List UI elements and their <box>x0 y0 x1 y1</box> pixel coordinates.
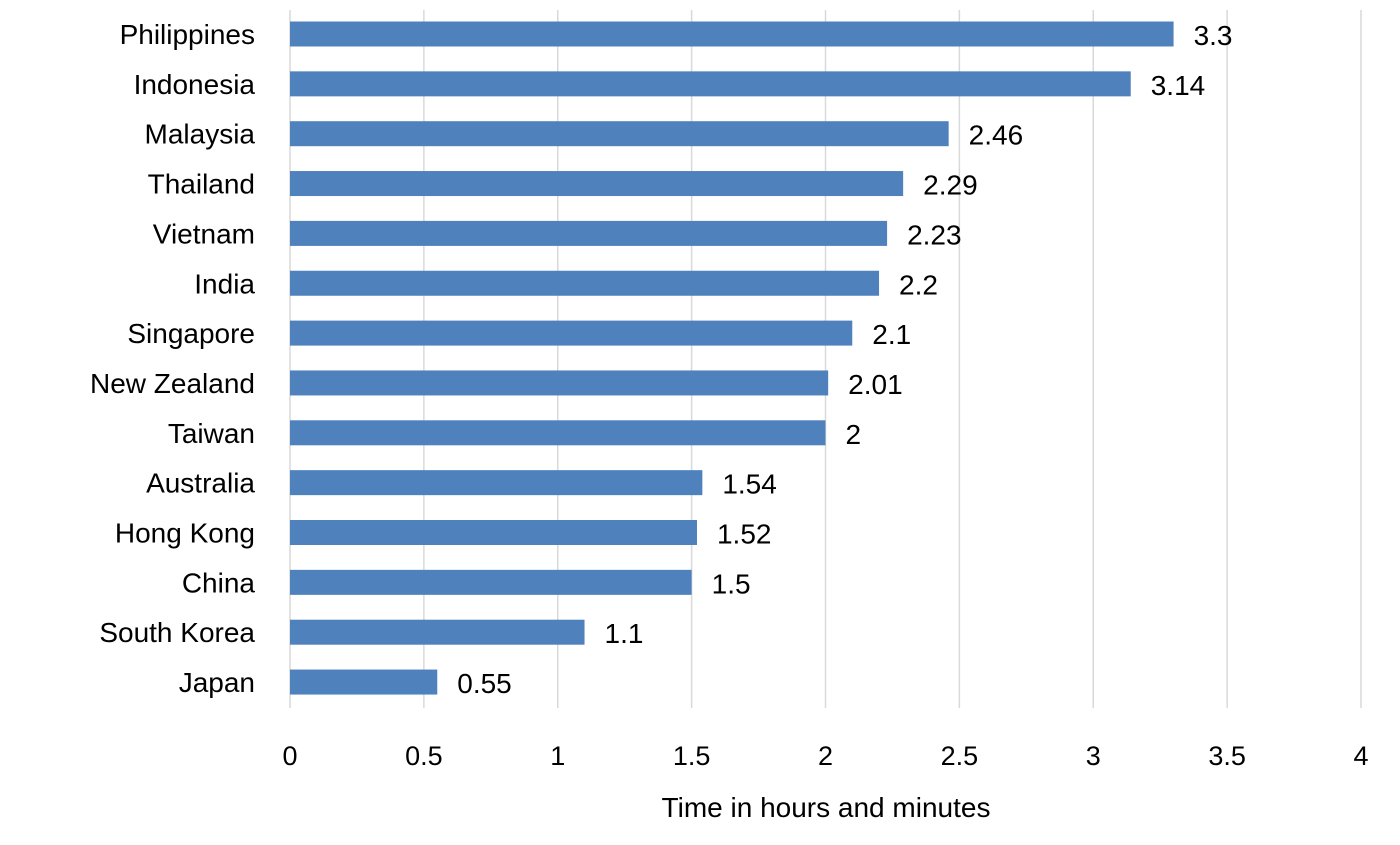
bar <box>290 470 703 496</box>
data-label: 1.5 <box>712 568 751 599</box>
category-label: Vietnam <box>153 218 255 249</box>
category-label: Japan <box>179 667 255 698</box>
data-label: 1.52 <box>717 519 772 550</box>
data-label: 2.1 <box>872 319 911 350</box>
x-tick-label: 0 <box>282 741 297 771</box>
data-label: 1.54 <box>722 469 777 500</box>
category-label: Malaysia <box>145 119 256 150</box>
category-label: India <box>194 268 255 299</box>
category-label: Indonesia <box>134 69 256 100</box>
bar <box>290 71 1131 97</box>
bar <box>290 420 826 446</box>
bar <box>290 619 585 645</box>
data-label: 3.14 <box>1151 70 1206 101</box>
category-label: New Zealand <box>90 368 255 399</box>
data-label: 2.29 <box>923 170 978 201</box>
x-tick-label: 2 <box>818 741 833 771</box>
x-axis-title: Time in hours and minutes <box>662 792 991 823</box>
bar <box>290 520 697 545</box>
bar <box>290 569 692 595</box>
data-label: 0.55 <box>457 668 512 699</box>
bar <box>290 669 438 695</box>
category-labels: Philippines Indonesia Malaysia Thailand Viet… <box>90 19 255 698</box>
data-label: 2.01 <box>848 369 903 400</box>
bar <box>290 320 853 346</box>
bar <box>290 370 829 396</box>
gridlines <box>289 10 1362 708</box>
category-label: Australia <box>146 468 255 499</box>
data-label: 1.1 <box>605 618 644 649</box>
data-label: 2 <box>846 419 862 450</box>
data-label: 2.2 <box>899 269 938 300</box>
x-axis-ticks: 0 0.5 1 1.5 2 2.5 3 3.5 4 <box>282 741 1368 771</box>
x-tick-label: 3.5 <box>1208 741 1246 771</box>
category-label: Hong Kong <box>115 518 255 549</box>
value-labels: 3.3 3.14 2.46 2.29 2.23 2.2 2.1 2.01 2 1.54 1.52 1.… <box>457 20 1232 699</box>
bar <box>290 121 949 147</box>
x-tick-label: 4 <box>1353 741 1368 771</box>
category-label: Singapore <box>127 318 255 349</box>
category-label: China <box>182 567 256 598</box>
bar <box>290 270 880 296</box>
x-tick-label: 0.5 <box>405 741 443 771</box>
data-label: 2.46 <box>969 120 1024 151</box>
x-tick-label: 1 <box>550 741 565 771</box>
data-label: 3.3 <box>1194 20 1233 51</box>
data-label: 2.23 <box>907 219 962 250</box>
category-label: Taiwan <box>168 418 255 449</box>
bar <box>290 21 1174 47</box>
category-label: Philippines <box>120 19 255 50</box>
x-tick-label: 2.5 <box>941 741 979 771</box>
x-tick-label: 3 <box>1086 741 1101 771</box>
category-label: Thailand <box>148 169 255 200</box>
x-tick-label: 1.5 <box>673 741 711 771</box>
bars <box>290 21 1174 695</box>
bar <box>290 220 888 246</box>
bar <box>290 171 904 197</box>
category-label: South Korea <box>99 617 255 648</box>
